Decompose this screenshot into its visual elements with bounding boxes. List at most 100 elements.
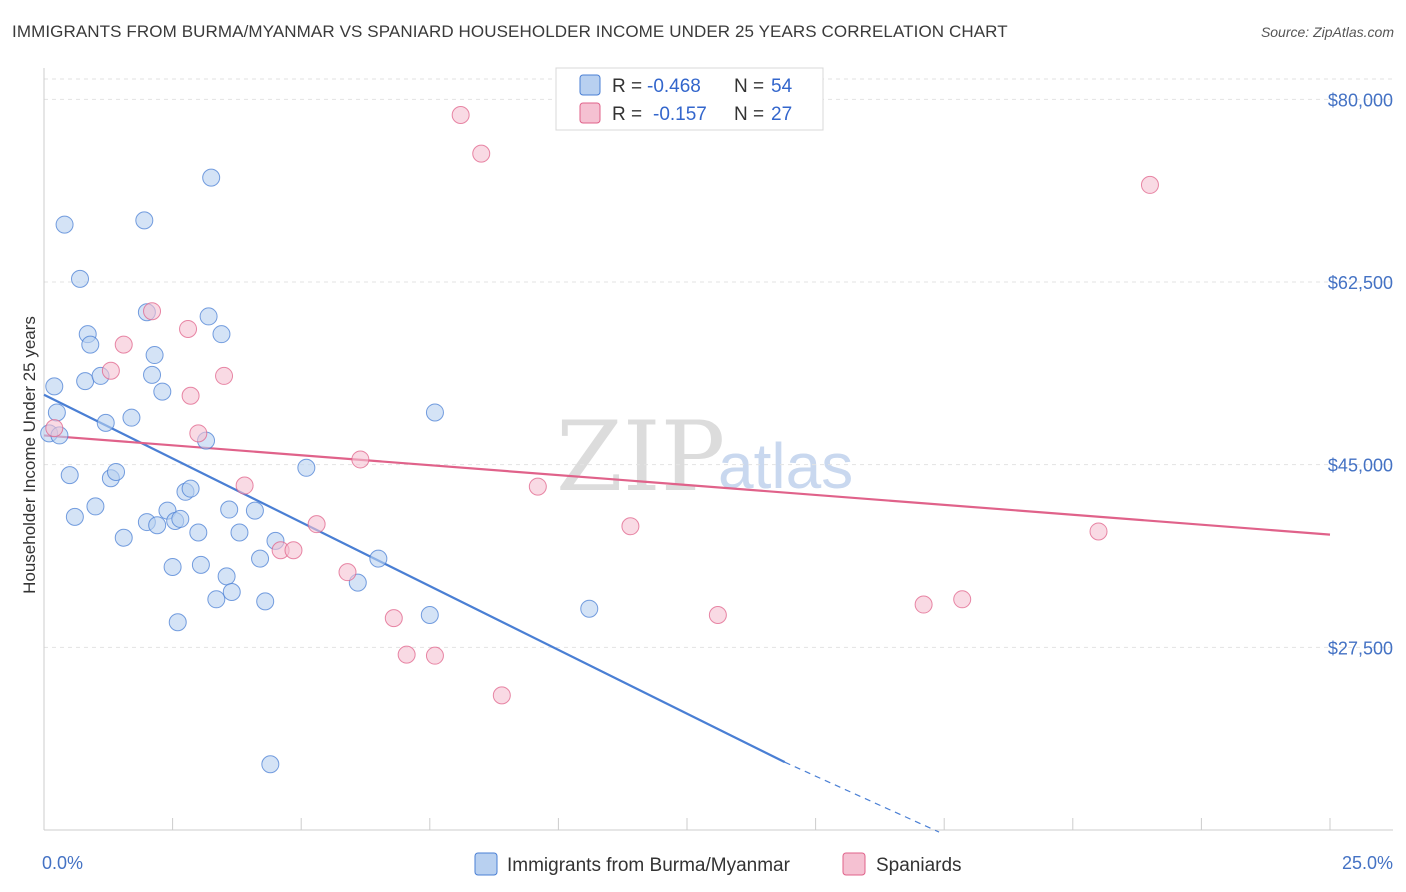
y-tick-label: $62,500 [1328, 273, 1393, 293]
bottom-legend-swatch-burma [474, 852, 498, 876]
point-burma [148, 516, 167, 535]
legend-swatch-spaniards [579, 102, 601, 124]
point-burma [153, 382, 172, 401]
point-spaniards [338, 563, 357, 582]
point-spaniards [215, 366, 234, 385]
point-spaniards [492, 686, 511, 705]
bottom-legend: Immigrants from Burma/Myanmar Spaniards [474, 852, 962, 876]
point-burma [168, 613, 187, 632]
point-spaniards [101, 361, 120, 380]
point-burma [45, 377, 64, 396]
point-burma [425, 403, 444, 422]
point-burma [207, 590, 226, 609]
point-spaniards [953, 590, 972, 609]
point-spaniards [143, 302, 162, 321]
point-spaniards [235, 476, 254, 495]
legend-n-value-burma: 54 [771, 76, 793, 97]
point-burma [580, 599, 599, 618]
bottom-legend-label-spaniards: Spaniards [876, 855, 962, 876]
y-tick-label: $80,000 [1328, 90, 1393, 110]
point-burma [230, 523, 249, 542]
point-burma [163, 557, 182, 576]
point-spaniards [181, 386, 200, 405]
x-tick-label-max: 25.0% [1342, 853, 1393, 873]
point-spaniards [425, 646, 444, 665]
point-burma [297, 458, 316, 477]
legend-n-label-spaniards: N = [734, 104, 764, 125]
axes [43, 68, 1393, 831]
point-burma [369, 549, 388, 568]
point-burma [96, 413, 115, 432]
legend-n-label-burma: N = [734, 76, 764, 97]
point-burma [135, 211, 154, 230]
point-burma [47, 403, 66, 422]
point-burma [181, 479, 200, 498]
point-spaniards [179, 319, 198, 338]
watermark-atlas: atlas [718, 430, 853, 502]
legend-r-label-spaniards: R = [612, 104, 642, 125]
point-burma [217, 567, 236, 586]
point-spaniards [1140, 175, 1159, 194]
point-burma [122, 408, 141, 427]
legend-r-value-spaniards: -0.157 [653, 104, 707, 125]
point-burma [202, 168, 221, 187]
point-spaniards [1089, 522, 1108, 541]
point-burma [191, 555, 210, 574]
point-burma [55, 215, 74, 234]
trend-line-burma-extension [784, 761, 940, 833]
point-burma [145, 346, 164, 365]
trend-line-spaniards [43, 434, 1331, 536]
point-spaniards [451, 105, 470, 124]
trend-line-burma [43, 393, 786, 764]
grid-lines [44, 78, 1393, 648]
point-burma [256, 592, 275, 611]
source-credit: Source: ZipAtlas.com [1260, 24, 1394, 40]
point-spaniards [189, 424, 208, 443]
point-spaniards [114, 335, 133, 354]
point-burma [199, 307, 218, 326]
point-spaniards [397, 645, 416, 664]
bottom-legend-swatch-spaniards [842, 852, 866, 876]
trend-lines [43, 393, 1331, 833]
point-burma [65, 507, 84, 526]
point-burma [220, 500, 239, 519]
data-points [40, 105, 1159, 774]
legend-n-value-spaniards: 27 [771, 104, 792, 125]
point-spaniards [45, 419, 64, 438]
y-tick-label: $45,000 [1328, 456, 1393, 476]
point-spaniards [914, 595, 933, 614]
legend-r-value-burma: -0.468 [647, 76, 701, 97]
point-spaniards [284, 541, 303, 560]
point-burma [251, 549, 270, 568]
point-spaniards [307, 515, 326, 534]
point-spaniards [351, 450, 370, 469]
point-burma [212, 325, 231, 344]
point-spaniards [621, 517, 640, 536]
y-axis-label: Householder Income Under 25 years [20, 316, 39, 594]
point-burma [222, 583, 241, 602]
point-spaniards [384, 609, 403, 628]
point-spaniards [528, 477, 547, 496]
point-burma [261, 755, 280, 774]
chart-title: IMMIGRANTS FROM BURMA/MYANMAR VS SPANIAR… [12, 22, 1008, 41]
point-burma [171, 509, 190, 528]
point-spaniards [708, 605, 727, 624]
point-burma [189, 523, 208, 542]
point-burma [107, 462, 126, 481]
legend-swatch-burma [579, 74, 601, 96]
watermark-zip: ZIP [556, 401, 725, 513]
point-burma [114, 528, 133, 547]
point-burma [245, 501, 264, 520]
point-burma [76, 372, 95, 391]
y-tick-labels: $27,500 $45,000 $62,500 $80,000 [1328, 90, 1393, 658]
y-tick-label: $27,500 [1328, 638, 1393, 658]
legend-r-label-burma: R = [612, 76, 642, 97]
point-burma [420, 605, 439, 624]
bottom-legend-label-burma: Immigrants from Burma/Myanmar [507, 855, 791, 876]
point-burma [81, 335, 100, 354]
legend: R = -0.468 N = 54 R = -0.157 N = 27 [555, 67, 824, 131]
x-tick-label-min: 0.0% [42, 853, 83, 873]
point-burma [71, 269, 90, 288]
point-spaniards [472, 144, 491, 163]
